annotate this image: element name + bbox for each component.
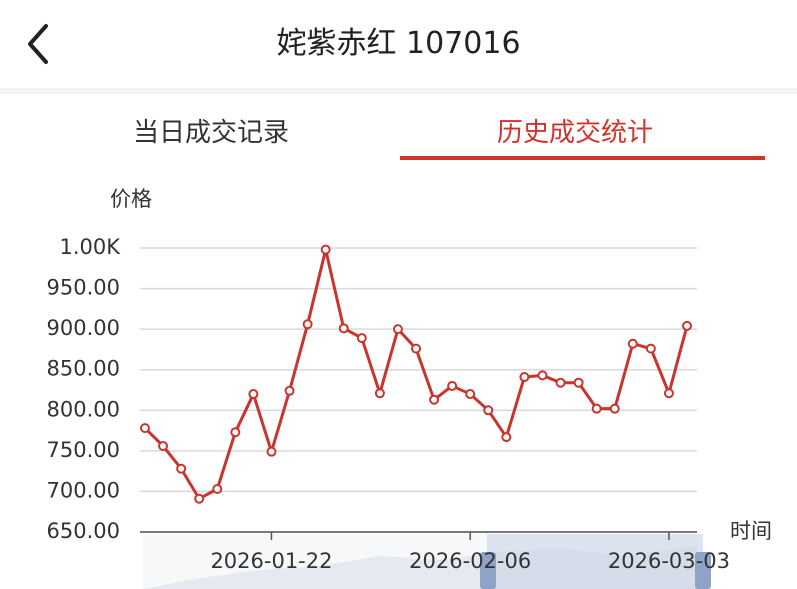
- point: [248, 389, 259, 400]
- x-tick-label: 2026-01-22: [210, 549, 332, 573]
- y-tick-label: 850.00: [47, 357, 120, 381]
- point: [302, 319, 313, 330]
- point: [447, 380, 458, 391]
- point: [609, 403, 620, 414]
- y-tick-label: 750.00: [47, 438, 120, 462]
- point: [465, 389, 476, 400]
- point: [645, 343, 656, 354]
- tab-active[interactable]: 历史成交统计: [497, 118, 654, 148]
- price-line: [143, 248, 689, 501]
- zoom-handle[interactable]: [480, 552, 496, 589]
- point: [374, 388, 385, 399]
- separator: [0, 88, 797, 94]
- y-tick-label: 950.00: [47, 276, 120, 300]
- x-tick-label: 2026-03-03: [608, 549, 730, 573]
- point: [627, 338, 638, 349]
- point: [140, 423, 150, 434]
- point: [663, 388, 674, 399]
- point: [212, 483, 223, 494]
- y-tick-label: 700.00: [47, 478, 120, 502]
- point: [519, 372, 530, 383]
- point: [573, 377, 584, 388]
- y-axis-label: 价格: [110, 187, 152, 211]
- point: [682, 320, 692, 331]
- point: [320, 244, 331, 255]
- point: [194, 493, 205, 504]
- point: [555, 377, 566, 388]
- zoom-handle[interactable]: [695, 552, 711, 589]
- zoom-window[interactable]: [487, 534, 703, 589]
- x-axis-label: 时间: [730, 519, 772, 543]
- point: [537, 370, 548, 381]
- x-tick-label: 2026-02-06: [409, 549, 531, 573]
- point: [501, 432, 512, 443]
- tab-indicator: [400, 156, 765, 160]
- point: [158, 440, 169, 451]
- y-tick-label: 1.00K: [59, 235, 121, 259]
- point: [356, 333, 367, 344]
- y-tick-label: 800.00: [47, 397, 120, 421]
- point: [176, 463, 187, 474]
- point: [429, 394, 440, 405]
- page-title: 姹紫赤红 107016: [276, 26, 521, 61]
- point: [338, 323, 349, 334]
- tab[interactable]: 当日成交记录: [133, 118, 290, 148]
- y-tick-label: 900.00: [47, 316, 120, 340]
- y-tick-label: 650.00: [47, 519, 120, 543]
- point: [266, 446, 277, 457]
- point: [591, 403, 602, 414]
- point: [392, 324, 403, 335]
- point: [230, 427, 241, 438]
- point: [411, 343, 421, 354]
- point: [284, 385, 295, 396]
- point: [483, 405, 494, 416]
- back-button[interactable]: [20, 14, 60, 74]
